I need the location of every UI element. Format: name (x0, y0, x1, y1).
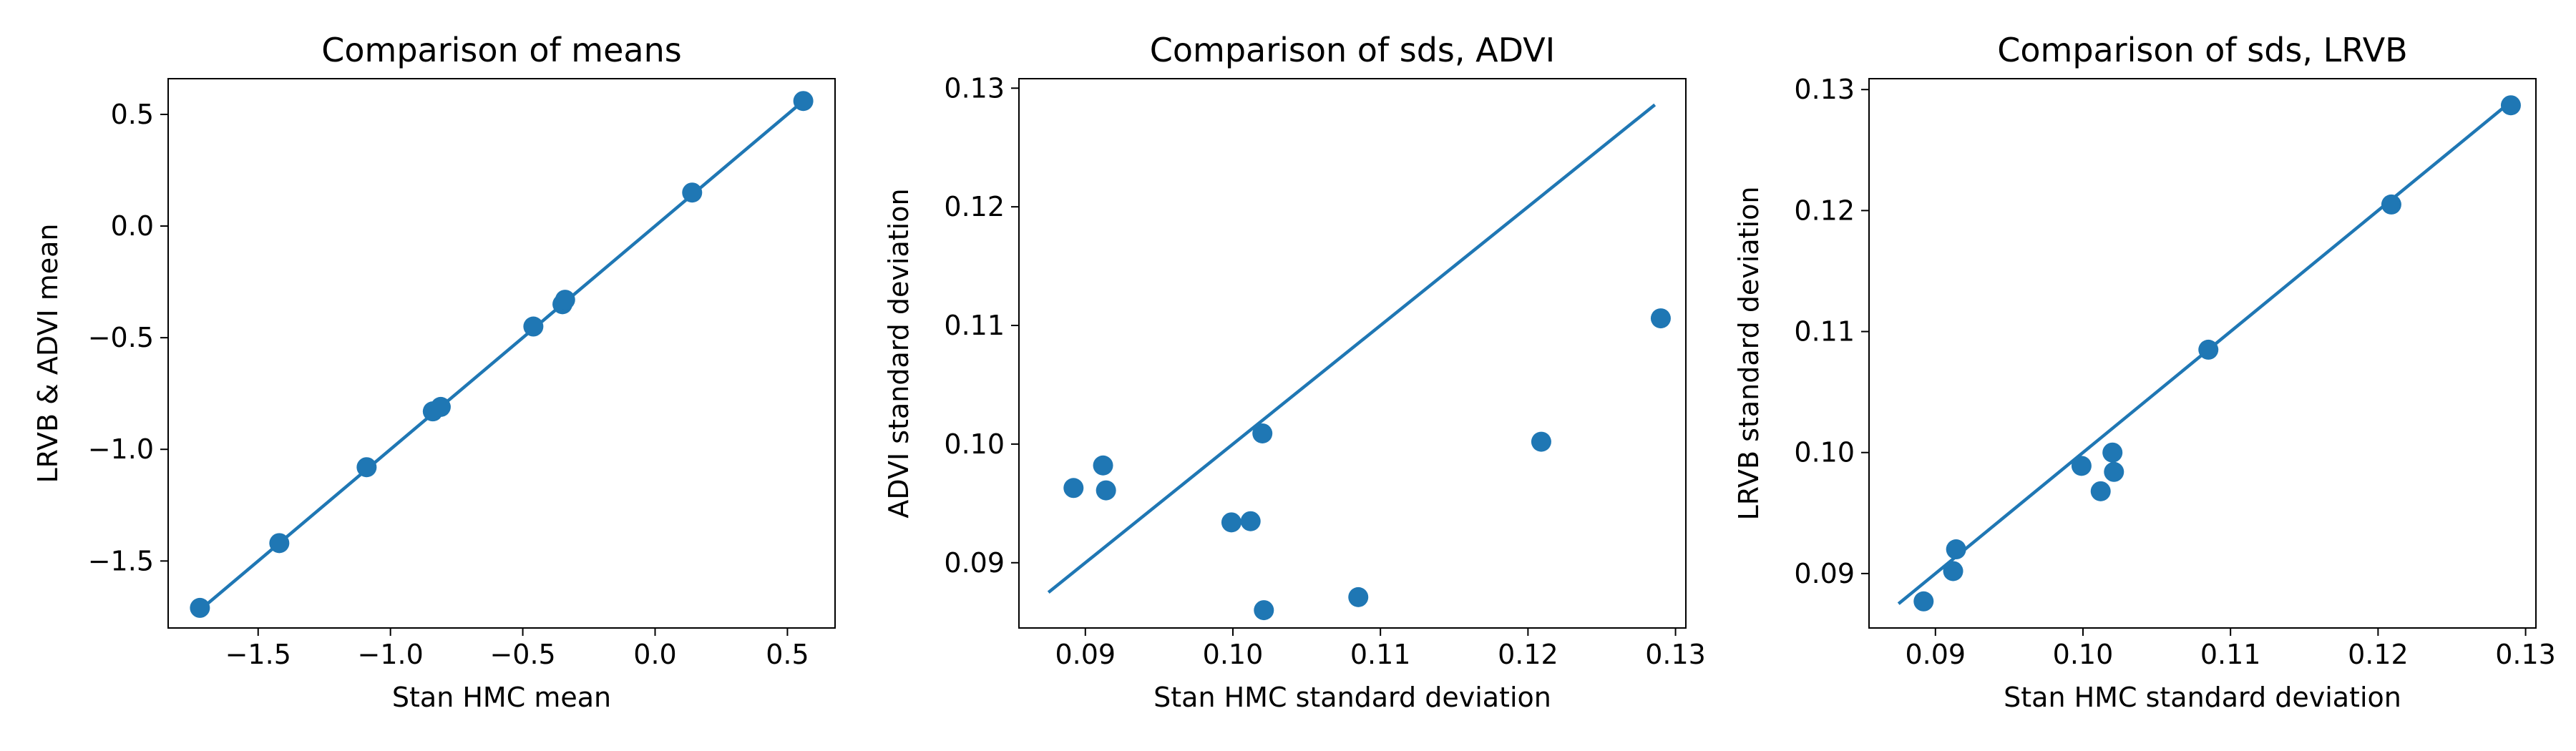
chart-title: Comparison of sds, ADVI (1150, 31, 1556, 69)
data-point (1096, 480, 1116, 501)
x-axis-label: Stan HMC standard deviation (2004, 682, 2401, 713)
y-tick-label: 0.13 (1794, 74, 1855, 105)
identity-line (1047, 103, 1657, 594)
x-tick-label: −1.5 (225, 639, 291, 670)
data-point (1063, 478, 1084, 499)
y-tick-label: 0.11 (944, 310, 1005, 341)
data-point (2071, 456, 2092, 476)
y-axis-label: LRVB standard deviation (1733, 187, 1765, 521)
data-point (1943, 561, 1963, 581)
x-tick-label: 0.12 (1498, 639, 1558, 670)
data-point (1254, 600, 1274, 621)
data-point (2500, 95, 2521, 116)
data-point (2381, 194, 2401, 215)
chart-panel-2: 0.09 0.10 0.11 0.12 0.13 0.09 0.10 0.11 0.12 0.13… (883, 31, 1706, 713)
x-tick-label: 0.09 (1905, 639, 1966, 670)
x-axis-label: Stan HMC standard deviation (1153, 682, 1551, 713)
y-tick-label: 0.11 (1794, 316, 1855, 348)
y-tick-label: 0.10 (1794, 437, 1855, 468)
y-tick-label: 0.0 (111, 210, 154, 242)
x-tick-label: 0.11 (1350, 639, 1411, 670)
data-point (1240, 511, 1261, 531)
axes-frame (1018, 78, 1687, 629)
data-point (2102, 442, 2123, 463)
data-point (1946, 539, 1966, 560)
y-tick-label: −0.5 (88, 322, 154, 353)
data-point (1348, 586, 1369, 607)
y-tick-label: 0.12 (1794, 195, 1855, 226)
identity-line (198, 99, 805, 612)
data-point (2104, 461, 2124, 482)
data-point (1531, 431, 1551, 452)
x-tick-label: 0.10 (1203, 639, 1264, 670)
data-point (555, 290, 575, 310)
y-tick-label: 0.10 (944, 428, 1005, 460)
y-tick-label: −1.5 (88, 545, 154, 576)
y-axis-label: ADVI standard deviation (883, 188, 914, 518)
x-tick-label: 0.11 (2200, 639, 2261, 670)
data-point (356, 457, 377, 478)
data-point (793, 91, 814, 112)
x-tick-label: 0.12 (2348, 639, 2409, 670)
y-tick-label: 0.09 (1794, 558, 1855, 589)
x-tick-label: 0.13 (1645, 639, 1706, 670)
y-tick-label: 0.09 (944, 547, 1005, 579)
data-point (190, 597, 210, 618)
chart-panel-3: 0.09 0.10 0.11 0.12 0.13 0.09 0.10 0.11 0.12 0.13… (1733, 31, 2556, 713)
data-point (430, 396, 451, 417)
x-tick-label: −1.0 (358, 639, 424, 670)
x-tick-label: 0.13 (2495, 639, 2556, 670)
data-point (1650, 308, 1671, 329)
axes-frame (1868, 78, 2537, 629)
x-tick-label: 0.5 (766, 639, 809, 670)
data-point (1252, 423, 1273, 443)
chart-title: Comparison of means (321, 31, 681, 69)
x-axis-label: Stan HMC mean (392, 682, 611, 713)
y-tick-label: 0.13 (944, 72, 1005, 104)
chart-panel-1: −1.5 −1.0 −0.5 0.0 0.5 −1.5 −1.0 −0.5 0.0 0.5 Comp… (32, 31, 836, 713)
y-tick-label: −1.0 (88, 433, 154, 465)
data-point (1913, 591, 1934, 612)
y-tick-label: 0.12 (944, 191, 1005, 222)
chart-title: Comparison of sds, LRVB (1997, 31, 2407, 69)
y-tick-label: 0.5 (111, 99, 154, 130)
data-point (682, 182, 703, 203)
data-point (2090, 481, 2111, 501)
x-tick-label: 0.0 (633, 639, 676, 670)
data-point (1221, 512, 1241, 533)
x-tick-label: 0.10 (2053, 639, 2114, 670)
x-tick-label: 0.09 (1055, 639, 1116, 670)
y-axis-label: LRVB & ADVI mean (32, 224, 64, 484)
data-point (1093, 455, 1113, 476)
data-point (269, 533, 290, 554)
axes-frame (167, 78, 836, 629)
data-point (2198, 339, 2219, 360)
x-tick-label: −0.5 (489, 639, 555, 670)
data-point (523, 316, 544, 337)
